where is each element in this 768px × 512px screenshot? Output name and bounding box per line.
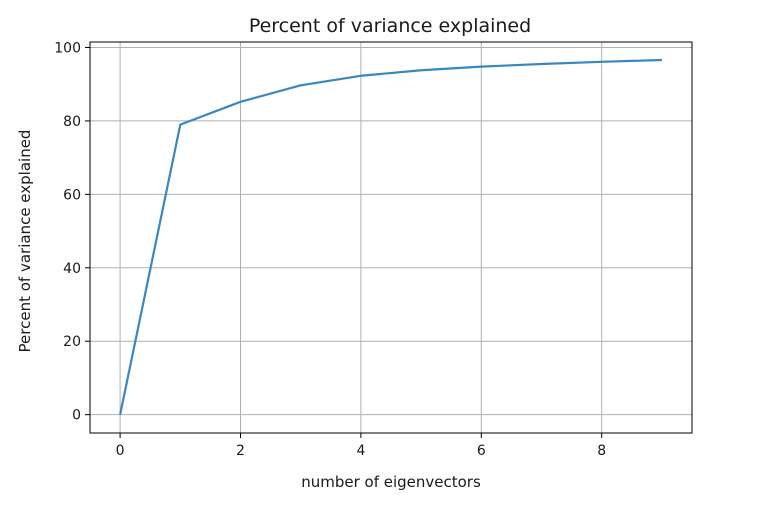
x-axis-label: number of eigenvectors <box>301 473 481 491</box>
x-tick-label: 4 <box>356 443 365 459</box>
data-point <box>300 85 302 87</box>
x-tick-label: 0 <box>116 443 125 459</box>
series-line <box>119 58 662 415</box>
y-tick-label: 60 <box>63 187 81 203</box>
data-point <box>481 66 483 68</box>
data-point <box>180 124 182 126</box>
y-tick-label: 100 <box>54 41 81 57</box>
chart-title: Percent of variance explained <box>249 15 531 37</box>
y-tick-label: 0 <box>72 408 81 424</box>
data-point <box>661 59 663 61</box>
grid-lines <box>90 42 692 433</box>
y-axis-label: Percent of variance explained <box>16 130 34 353</box>
x-tick-label: 2 <box>236 443 245 459</box>
data-point <box>541 63 543 65</box>
data-point <box>420 69 422 71</box>
data-point <box>360 75 362 77</box>
y-tick-label: 80 <box>63 114 81 130</box>
data-point <box>601 61 603 63</box>
plot-frame <box>89 41 693 434</box>
series-group <box>119 58 663 416</box>
y-tick-label: 20 <box>63 334 81 350</box>
data-point <box>119 414 121 416</box>
x-tick-label: 6 <box>477 443 486 459</box>
y-tick-label: 40 <box>63 261 81 277</box>
x-tick-label: 8 <box>597 443 606 459</box>
data-point <box>240 101 242 103</box>
